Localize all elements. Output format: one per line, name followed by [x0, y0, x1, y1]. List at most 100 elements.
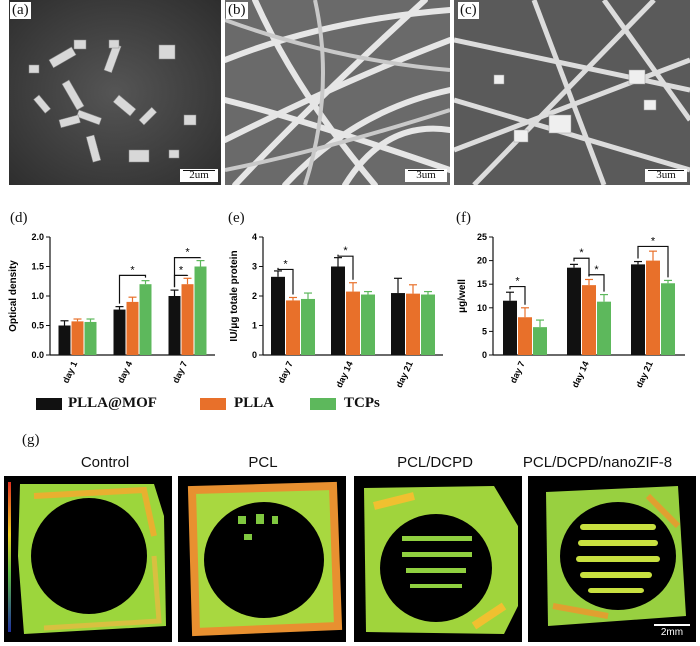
y-tick-label: 20 — [477, 256, 487, 266]
x-tick-label: day 7 — [508, 360, 527, 385]
bar-f-1-1 — [582, 285, 596, 355]
significance-bracket — [118, 274, 147, 304]
chart-f: 0 5 10 15 20 25 μg/well day 7 day 14 day 21 * * * * — [457, 232, 685, 390]
bar-d-0-2 — [84, 321, 97, 355]
significance-star: * — [283, 258, 288, 270]
y-tick-label: 0 — [482, 350, 487, 360]
bar-e-0-1 — [286, 300, 300, 355]
significance-bracket — [277, 267, 294, 295]
bar-d-2-0 — [168, 296, 181, 355]
bar-e-2-2 — [421, 294, 435, 355]
bar-e-2-0 — [391, 293, 405, 355]
bar-e-1-0 — [331, 266, 345, 355]
x-tick-label: day 21 — [394, 360, 415, 390]
bar-d-2-2 — [194, 266, 207, 355]
panel-letter-g: (g) — [22, 432, 40, 448]
significance-bracket — [337, 254, 354, 280]
ct-title-pcl-dcpd-nanozif8: PCL/DCPD/nanoZIF-8 — [522, 454, 673, 471]
x-tick-label: day 7 — [276, 360, 295, 385]
scale-bar-a: 2um — [180, 169, 218, 182]
bar-e-1-1 — [346, 291, 360, 355]
panel-letter-c: (c) — [458, 2, 479, 19]
bar-d-0-1 — [71, 321, 84, 355]
legend-label-plla-mof: PLLA@MOF — [68, 395, 157, 411]
y-tick-label: 25 — [477, 232, 487, 242]
ct-image-pcl-dcpd — [354, 476, 522, 642]
significance-star: * — [343, 245, 348, 257]
ct-title-control: Control — [80, 454, 130, 471]
bar-d-1-2 — [139, 284, 152, 355]
bar-d-2-1 — [181, 284, 194, 355]
y-tick-label: 10 — [477, 303, 487, 313]
bar-d-1-0 — [113, 309, 126, 355]
scale-bar-b: 3um — [405, 169, 447, 182]
ct-title-pcl-dcpd: PCL/DCPD — [397, 454, 473, 471]
y-tick-label: 1.0 — [31, 291, 44, 301]
bar-f-0-2 — [533, 327, 547, 355]
significance-star: * — [515, 276, 520, 288]
y-tick-label: 15 — [477, 279, 487, 289]
bar-f-1-0 — [567, 267, 581, 355]
significance-bracket — [173, 257, 202, 288]
ct-title-pcl: PCL — [248, 454, 278, 471]
significance-star: * — [651, 235, 656, 247]
y-tick-label: 2 — [252, 291, 257, 301]
panel-letter-b: (b) — [226, 2, 248, 19]
bar-f-0-0 — [503, 300, 517, 355]
y-tick-label: 0.0 — [31, 350, 44, 360]
ct-scale-bar: 2mm — [654, 624, 690, 638]
scale-label-a: 2um — [189, 169, 209, 181]
y-tick-label: 5 — [482, 326, 487, 336]
ct-image-pcl — [178, 476, 346, 642]
y-axis-label: Optical density — [8, 260, 19, 332]
x-tick-label: day 1 — [61, 360, 80, 385]
y-tick-label: 1.5 — [31, 262, 44, 272]
sem-image-a: 2um — [9, 0, 221, 185]
panel-letter-a: (a) — [10, 2, 31, 19]
scale-label-b: 3um — [416, 169, 436, 181]
significance-star: * — [579, 247, 584, 259]
significance-bracket — [588, 274, 605, 292]
ct-drawing-pcl-dcpd-nanozif8 — [546, 486, 686, 626]
x-tick-label: day 7 — [171, 360, 190, 385]
ct-image-pcl-dcpd-nanozif8: 2mm — [528, 476, 696, 642]
sem-image-b: 3um — [225, 0, 450, 185]
legend: PLLA@MOF PLLA TCPs — [0, 394, 700, 414]
panel-letter-e: (e) — [228, 210, 245, 226]
bar-e-0-0 — [271, 276, 285, 355]
bar-f-1-2 — [597, 301, 611, 355]
panel-letter-d: (d) — [10, 210, 28, 226]
ct-image-control — [4, 476, 172, 642]
significance-bracket — [637, 245, 669, 278]
significance-star: * — [179, 264, 184, 276]
bar-e-2-1 — [406, 293, 420, 355]
bar-d-0-0 — [58, 325, 71, 355]
y-tick-label: 4 — [252, 232, 257, 242]
significance-star: * — [594, 264, 599, 276]
y-tick-label: 0.5 — [31, 321, 44, 331]
significance-bracket — [573, 257, 590, 277]
panel-letter-f: (f) — [456, 210, 471, 226]
legend-swatch-plla — [200, 398, 226, 410]
sem-crystals-drawing — [9, 0, 221, 185]
x-tick-label: day 14 — [570, 360, 591, 390]
significance-star: * — [185, 247, 190, 259]
x-tick-label: day 14 — [334, 360, 355, 390]
chart-d: 0.0 0.5 1.0 1.5 2.0 Optical density day 1 day 4… — [8, 232, 215, 385]
y-tick-label: 3 — [252, 262, 257, 272]
ct-drawing-pcl-dcpd — [364, 486, 518, 634]
chart-e: 0 1 2 3 4 IU/μg totale protein day 7 day 14 day … — [229, 232, 443, 390]
bar-d-1-1 — [126, 301, 139, 355]
bar-f-2-2 — [661, 283, 675, 355]
sem-image-c: 3um — [454, 0, 690, 185]
significance-star: * — [130, 264, 135, 276]
ct-drawing-pcl — [187, 481, 343, 637]
legend-swatch-tcps — [310, 398, 336, 410]
bar-f-2-1 — [646, 260, 660, 355]
ct-scale-label: 2mm — [660, 627, 684, 638]
y-axis-label: μg/well — [457, 279, 468, 313]
sem-fibers-drawing-b — [225, 0, 450, 185]
y-axis-label: IU/μg totale protein — [229, 250, 240, 341]
y-tick-label: 0 — [252, 350, 257, 360]
legend-swatch-plla-mof — [36, 398, 62, 410]
